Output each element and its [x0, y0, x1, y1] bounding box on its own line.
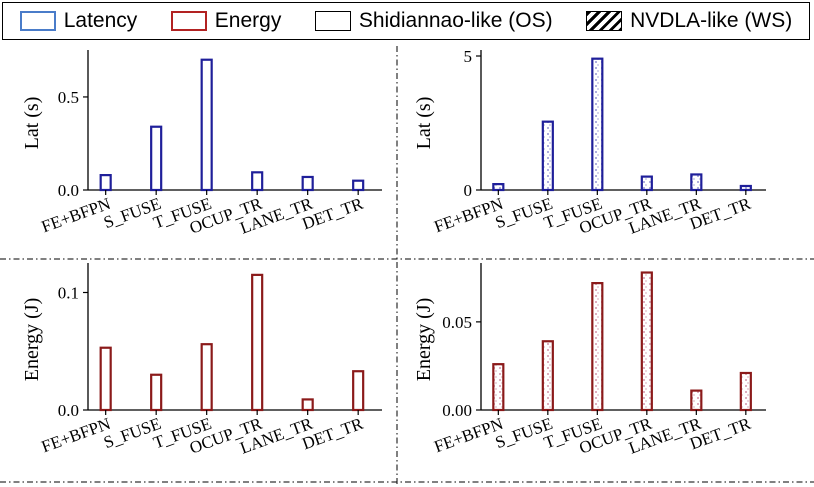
legend-item-ws: NVDLA-like (WS) — [586, 9, 792, 33]
legend-label-latency: Latency — [63, 9, 138, 32]
legend-swatch-latency — [19, 11, 56, 31]
legend-item-energy: Energy — [170, 9, 282, 33]
legend-label-energy: Energy — [214, 9, 282, 32]
legend-swatch-os — [314, 11, 351, 31]
bar-det-tr — [352, 370, 365, 412]
y-axis-label: Lat (s) — [21, 97, 43, 150]
bar-lane-tr — [301, 175, 314, 192]
bar-lane-tr — [301, 398, 314, 412]
bar-t-fuse — [200, 343, 213, 412]
bar-ocup-tr — [640, 271, 653, 412]
y-tick-label: 0.0 — [58, 181, 79, 200]
bar-lane-tr — [690, 173, 703, 192]
bar-det-tr — [352, 179, 365, 192]
y-tick-label: 0 — [464, 181, 473, 200]
y-tick-label: 0.5 — [58, 88, 79, 107]
bar-lane-tr — [690, 389, 703, 412]
bar-fe-bfpn — [99, 174, 112, 192]
bar-ocup-tr — [251, 273, 264, 412]
bar-ocup-tr — [251, 171, 264, 192]
bar-fe-bfpn — [492, 363, 505, 412]
y-tick-label: 0.0 — [58, 401, 79, 420]
bar-fe-bfpn — [99, 346, 112, 412]
y-axis-label: Energy (J) — [21, 298, 43, 382]
bar-det-tr — [739, 371, 752, 412]
bar-s-fuse — [541, 120, 554, 192]
bar-s-fuse — [541, 340, 554, 412]
bar-s-fuse — [150, 125, 163, 192]
legend-label-os: Shidiannao-like (OS) — [358, 9, 553, 32]
legend-swatch-energy — [170, 11, 207, 31]
legend-swatch-ws — [586, 11, 623, 31]
y-axis-label: Energy (J) — [413, 298, 435, 382]
bar-t-fuse — [200, 58, 213, 192]
bar-ocup-tr — [640, 175, 653, 192]
legend-label-ws: NVDLA-like (WS) — [630, 9, 793, 32]
y-tick-label: 0.00 — [442, 401, 472, 420]
bar-t-fuse — [591, 282, 604, 412]
bar-det-tr — [739, 184, 752, 192]
y-tick-label: 5 — [464, 47, 473, 66]
y-axis-label: Lat (s) — [413, 97, 435, 150]
bar-t-fuse — [591, 57, 604, 192]
y-tick-label: 0.1 — [58, 284, 79, 303]
legend-item-os: Shidiannao-like (OS) — [314, 9, 553, 33]
bar-fe-bfpn — [492, 183, 505, 192]
bar-s-fuse — [150, 373, 163, 412]
y-tick-label: 0.05 — [442, 313, 472, 332]
legend-item-latency: Latency — [19, 9, 138, 33]
legend: Latency Energy Shidiannao-like (OS) NVDL… — [2, 2, 810, 40]
